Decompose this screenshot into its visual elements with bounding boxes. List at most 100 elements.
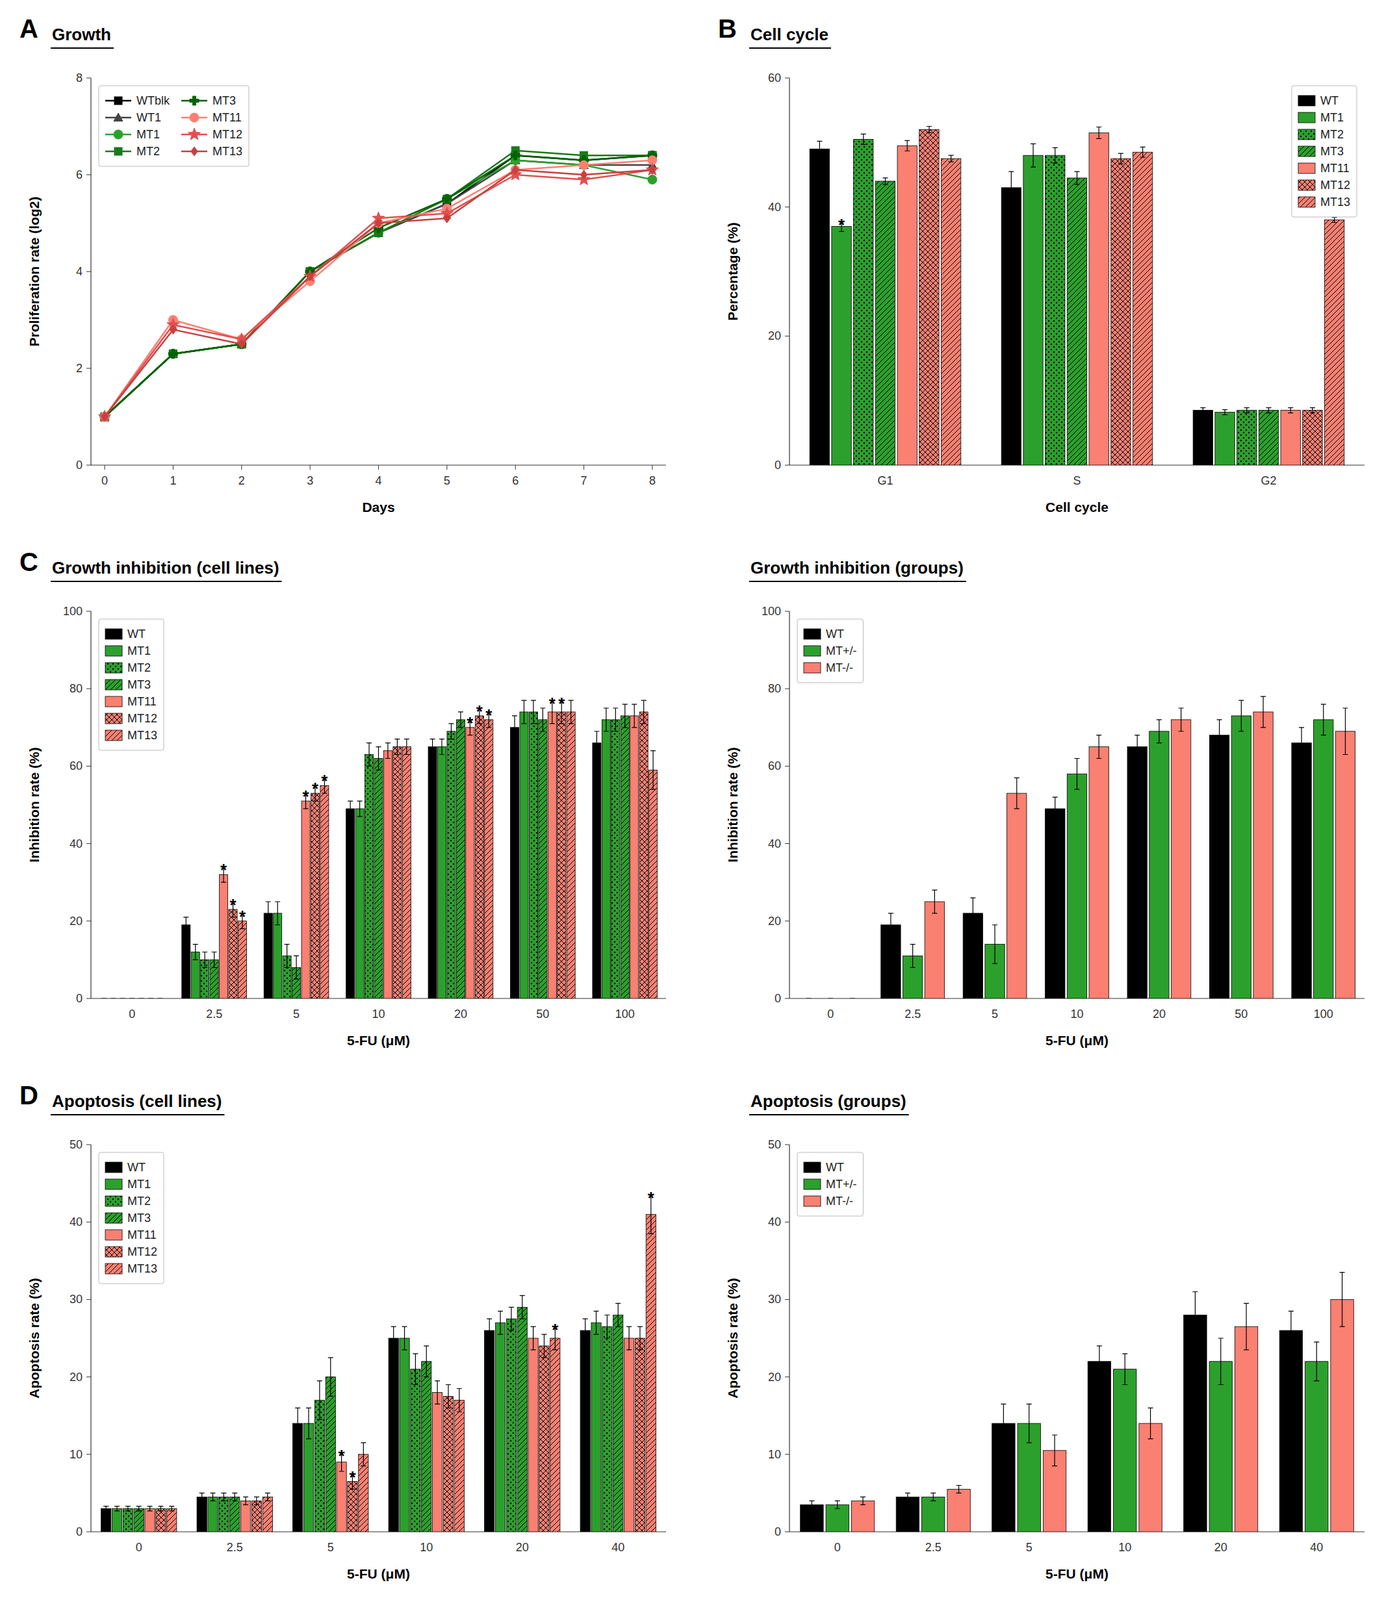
legend-box <box>797 1152 864 1217</box>
error-bar <box>110 998 116 999</box>
marker <box>442 194 452 204</box>
tick-label: 50 <box>768 1138 782 1152</box>
legend-marker <box>191 146 199 156</box>
x-axis <box>789 1531 1365 1533</box>
bar <box>924 901 945 999</box>
tick-label: 6 <box>76 168 83 182</box>
title-underline <box>749 1114 910 1116</box>
legend-label: WT <box>127 627 146 641</box>
tick <box>784 1299 790 1301</box>
bar <box>1330 1299 1354 1533</box>
error-bar <box>220 1493 227 1501</box>
significance-star: * <box>239 907 247 927</box>
error-bar <box>157 1506 164 1512</box>
error-bar <box>1096 1346 1103 1378</box>
title: Apoptosis (cell lines) <box>51 1091 223 1112</box>
error-bar <box>530 1326 537 1351</box>
marker <box>101 412 109 422</box>
x-label: 5-FU (μM) <box>346 1566 411 1582</box>
bar <box>230 1497 240 1533</box>
bar <box>539 1346 550 1533</box>
tick-label: 80 <box>69 682 83 696</box>
bar <box>1291 743 1312 999</box>
title: Apoptosis (groups) <box>750 1091 907 1112</box>
x-axis <box>90 464 667 466</box>
error-bar <box>357 801 363 817</box>
title: Growth inhibition (groups) <box>750 558 964 578</box>
tick <box>86 174 91 176</box>
tick-label: 7 <box>580 474 588 488</box>
significance-star: * <box>338 1446 346 1466</box>
error-bar <box>1156 719 1162 744</box>
bar <box>474 716 484 999</box>
bar <box>219 874 229 999</box>
legend-label: WT <box>127 1161 146 1175</box>
error-bar <box>120 998 126 999</box>
tick <box>86 1299 91 1301</box>
title-underline <box>50 1114 225 1116</box>
legend-swatch <box>105 713 123 724</box>
bar <box>601 719 611 999</box>
legend: WTMT1MT2MT3MT11MT12MT13 <box>98 619 164 751</box>
error-bar <box>423 1346 429 1378</box>
bar <box>432 1392 443 1533</box>
tick-label: 5 <box>293 1007 300 1021</box>
bar <box>645 1214 656 1533</box>
bar <box>538 719 548 999</box>
legend: WTMT+/-MT-/- <box>797 1152 864 1217</box>
bar <box>853 139 874 466</box>
tick-label: 0 <box>76 992 83 1006</box>
line <box>104 160 653 418</box>
tick-label: 5 <box>991 1007 999 1021</box>
bar <box>122 1508 133 1533</box>
error-bar <box>860 1497 866 1505</box>
bar <box>639 712 648 999</box>
x-label: 5-FU (μM) <box>346 1033 411 1049</box>
bar <box>611 719 620 999</box>
legend-label: MT3 <box>127 678 151 692</box>
error-bar <box>402 1326 408 1351</box>
legend-label: MT13 <box>1320 195 1351 209</box>
legend-label: MT1 <box>1320 111 1344 125</box>
bar <box>273 913 282 999</box>
tick-label: 2.5 <box>205 1007 223 1021</box>
tick-label: 2 <box>238 474 245 488</box>
error-bar <box>931 890 937 914</box>
bar <box>591 1322 602 1533</box>
legend-swatch <box>1298 146 1316 157</box>
bar <box>649 769 658 999</box>
bar <box>218 1497 229 1533</box>
marker <box>579 160 589 170</box>
error-bar <box>274 901 281 926</box>
error-bar <box>265 1493 271 1501</box>
error-bar <box>445 1385 451 1409</box>
bar <box>1279 1330 1303 1533</box>
marker <box>169 324 177 334</box>
error-bar <box>622 704 628 728</box>
plot-area <box>809 126 1345 466</box>
legend-box <box>1291 85 1357 218</box>
bar <box>336 1462 347 1533</box>
error-bar <box>1244 408 1250 414</box>
error-bar <box>541 1334 547 1359</box>
tick <box>784 77 790 79</box>
legend-swatch <box>105 662 123 674</box>
legend-label: MT12 <box>1320 178 1351 192</box>
error-bar <box>210 1493 216 1501</box>
legend-swatch <box>105 1263 123 1275</box>
tick-label: 30 <box>69 1293 83 1307</box>
tick-label: 0 <box>774 458 782 472</box>
tick <box>241 465 242 470</box>
error-bar <box>168 1506 175 1512</box>
bar <box>831 226 852 466</box>
tick <box>784 206 790 208</box>
bar <box>1001 187 1021 466</box>
legend-swatch <box>803 1179 821 1190</box>
tick-label: 20 <box>454 1007 468 1021</box>
tick-label: 0 <box>128 1007 136 1021</box>
tick <box>86 1376 91 1378</box>
error-bar <box>199 1493 205 1501</box>
legend-swatch <box>803 662 821 674</box>
legend: WTMT1MT2MT3MT11MT12MT13 <box>98 1152 164 1284</box>
legend-box <box>797 619 864 683</box>
